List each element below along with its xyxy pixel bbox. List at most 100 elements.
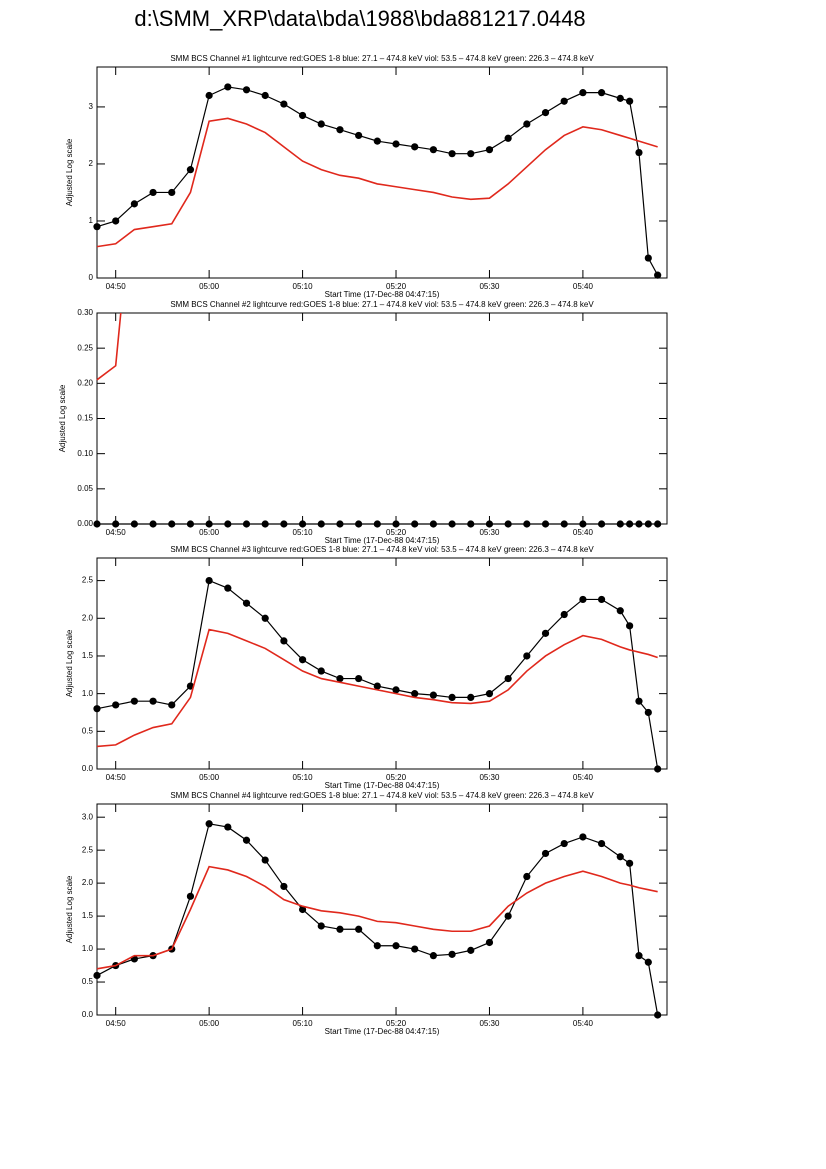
data-point bbox=[280, 637, 288, 645]
y-tick-label: 0.0 bbox=[82, 764, 94, 773]
data-point bbox=[355, 674, 363, 683]
data-point bbox=[355, 520, 363, 528]
series-line bbox=[96, 865, 658, 970]
plot-area bbox=[93, 83, 662, 279]
data-point bbox=[149, 188, 157, 197]
data-point bbox=[644, 520, 652, 528]
data-point bbox=[541, 849, 550, 858]
data-point bbox=[130, 200, 138, 208]
plot-frame bbox=[96, 312, 668, 525]
x-tick-label: 04:50 bbox=[106, 773, 127, 782]
x-tick-label: 05:20 bbox=[386, 1019, 407, 1028]
x-axis-label: Start Time (17-Dec-88 04:47:15) bbox=[325, 536, 440, 545]
y-tick-label: 0.5 bbox=[82, 977, 94, 986]
x-tick-label: 05:30 bbox=[479, 1019, 500, 1028]
data-point bbox=[560, 610, 568, 619]
data-point bbox=[373, 682, 381, 690]
data-point bbox=[298, 520, 307, 528]
data-point bbox=[261, 91, 269, 100]
data-point bbox=[644, 708, 652, 717]
x-tick-label: 05:10 bbox=[293, 1019, 314, 1028]
y-tick-label: 2 bbox=[89, 159, 94, 168]
y-tick-label: 2.0 bbox=[82, 613, 94, 622]
data-point bbox=[635, 520, 643, 528]
panel: SMM BCS Channel #2 lightcurve red:GOES 1… bbox=[58, 300, 668, 545]
y-axis-label: Adjusted Log scale bbox=[65, 138, 74, 206]
data-point bbox=[298, 656, 307, 664]
data-point bbox=[644, 254, 652, 262]
data-point bbox=[112, 217, 120, 225]
data-point bbox=[149, 520, 157, 528]
y-tick-label: 3 bbox=[89, 102, 94, 111]
data-point bbox=[635, 148, 643, 157]
data-point bbox=[317, 520, 325, 528]
data-point bbox=[579, 520, 587, 528]
data-point bbox=[280, 100, 288, 108]
data-point bbox=[541, 520, 550, 528]
y-tick-label: 1 bbox=[89, 216, 94, 225]
y-tick-label: 0.15 bbox=[77, 414, 93, 423]
data-point bbox=[523, 872, 531, 881]
data-point bbox=[411, 690, 419, 698]
data-point bbox=[626, 97, 634, 105]
y-tick-label: 3.0 bbox=[82, 812, 94, 821]
x-tick-label: 05:00 bbox=[199, 1019, 220, 1028]
data-point bbox=[485, 520, 494, 528]
data-point bbox=[597, 595, 606, 604]
data-point bbox=[130, 520, 138, 528]
x-tick-label: 04:50 bbox=[106, 282, 127, 291]
data-point bbox=[280, 520, 288, 528]
y-axis-label: Adjusted Log scale bbox=[65, 875, 74, 943]
data-point bbox=[93, 705, 101, 713]
data-point bbox=[579, 595, 587, 604]
data-point bbox=[560, 520, 568, 528]
data-point bbox=[467, 520, 475, 528]
data-point bbox=[523, 520, 531, 528]
data-point bbox=[186, 166, 195, 174]
x-tick-label: 05:00 bbox=[199, 282, 220, 291]
data-point bbox=[523, 652, 531, 660]
y-axis-label: Adjusted Log scale bbox=[58, 384, 67, 452]
data-point bbox=[298, 905, 307, 914]
x-tick-label: 05:40 bbox=[573, 1019, 594, 1028]
plot-area bbox=[93, 820, 662, 1019]
data-point bbox=[523, 120, 531, 128]
data-point bbox=[112, 520, 120, 528]
data-point bbox=[467, 150, 475, 158]
data-point bbox=[616, 853, 624, 861]
data-point bbox=[560, 839, 568, 848]
data-point bbox=[616, 520, 624, 528]
plot-frame bbox=[96, 803, 668, 1016]
data-point bbox=[186, 520, 195, 528]
series-line bbox=[96, 823, 659, 1016]
data-point bbox=[317, 667, 325, 675]
data-point bbox=[130, 697, 138, 705]
data-point bbox=[579, 89, 587, 97]
data-point bbox=[644, 958, 652, 966]
data-point bbox=[317, 922, 325, 930]
data-point bbox=[635, 952, 643, 960]
x-tick-label: 05:10 bbox=[293, 773, 314, 782]
x-axis-label: Start Time (17-Dec-88 04:47:15) bbox=[325, 781, 440, 790]
data-point bbox=[429, 691, 437, 699]
data-point bbox=[261, 856, 269, 864]
data-point bbox=[93, 971, 101, 980]
panel: SMM BCS Channel #3 lightcurve red:GOES 1… bbox=[65, 545, 668, 790]
data-point bbox=[504, 912, 512, 920]
series-line bbox=[96, 628, 658, 748]
data-point bbox=[579, 833, 587, 841]
data-point bbox=[504, 134, 512, 142]
x-tick-label: 05:10 bbox=[293, 528, 314, 537]
x-tick-label: 05:40 bbox=[573, 528, 594, 537]
y-tick-label: 1.0 bbox=[82, 944, 94, 953]
plot-frame bbox=[96, 66, 668, 279]
data-point bbox=[411, 143, 419, 151]
data-point bbox=[373, 942, 381, 950]
data-point bbox=[467, 693, 475, 702]
series-line bbox=[96, 117, 658, 248]
data-point bbox=[411, 520, 419, 528]
page-title: d:\SMM_XRP\data\bda\1988\bda881217.0448 bbox=[134, 6, 585, 31]
data-point bbox=[616, 94, 624, 102]
data-point bbox=[168, 701, 176, 709]
data-point bbox=[168, 188, 176, 197]
